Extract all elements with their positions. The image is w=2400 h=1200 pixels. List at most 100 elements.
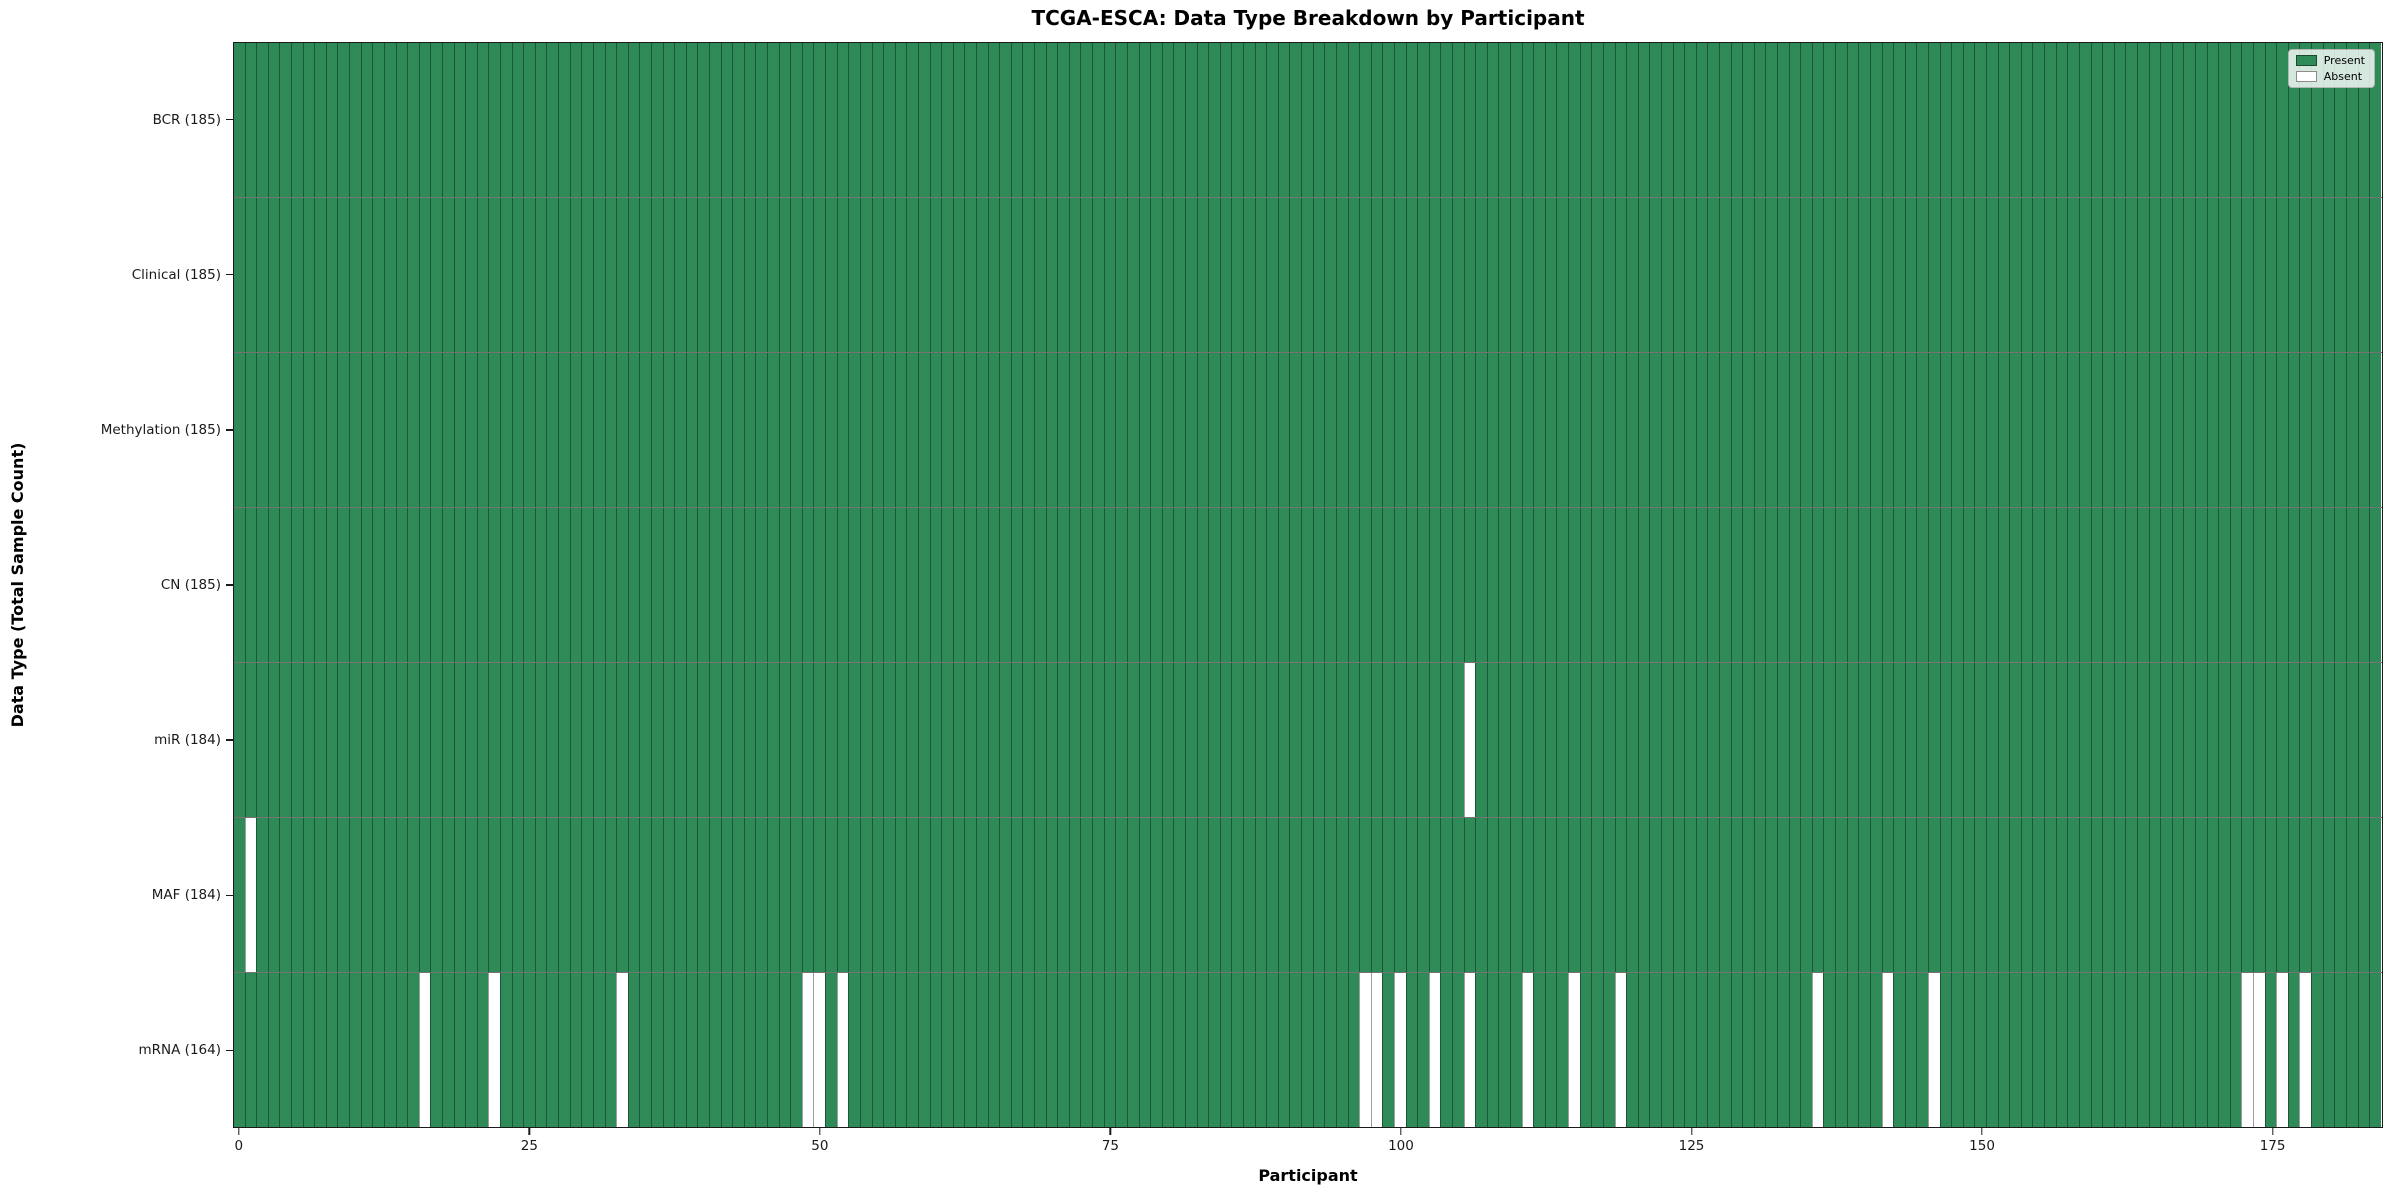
heatmap-cell xyxy=(267,198,280,352)
heatmap-cell xyxy=(523,198,535,352)
heatmap-cell xyxy=(1835,973,1847,1127)
heatmap-cell xyxy=(476,508,489,662)
heatmap-cell xyxy=(465,508,477,662)
heatmap-cell xyxy=(1974,353,1987,507)
heatmap-cell xyxy=(2206,973,2219,1127)
heatmap-cell xyxy=(1951,818,1963,972)
heatmap-cell xyxy=(430,973,442,1127)
heatmap-cell xyxy=(708,663,721,817)
heatmap-cell xyxy=(372,973,384,1127)
heatmap-cell xyxy=(2160,663,2172,817)
heatmap-cell xyxy=(2055,663,2068,817)
heatmap-cell xyxy=(1451,973,1464,1127)
heatmap-cell xyxy=(1556,43,1569,197)
heatmap-cell xyxy=(1382,353,1394,507)
heatmap-cell xyxy=(685,198,698,352)
heatmap-cell xyxy=(430,353,442,507)
heatmap-cell xyxy=(1417,353,1429,507)
heatmap-cell xyxy=(2322,43,2335,197)
heatmap-cell xyxy=(1730,353,1743,507)
y-tick-mark xyxy=(226,739,233,741)
heatmap-cell xyxy=(1173,973,1185,1127)
heatmap-cell xyxy=(1080,353,1093,507)
heatmap-cell xyxy=(708,43,721,197)
heatmap-cell xyxy=(999,198,1011,352)
heatmap-cell xyxy=(1022,818,1035,972)
heatmap-cell xyxy=(1672,973,1685,1127)
heatmap-cell xyxy=(1068,43,1081,197)
heatmap-cell xyxy=(662,43,675,197)
heatmap-cell xyxy=(1707,508,1719,662)
heatmap-cell xyxy=(2334,508,2346,662)
heatmap-cell xyxy=(1707,663,1719,817)
heatmap-cell xyxy=(1498,508,1511,662)
heatmap-cell xyxy=(1034,353,1046,507)
heatmap-cell xyxy=(395,818,408,972)
heatmap-cell xyxy=(2183,973,2195,1127)
heatmap-cell xyxy=(360,353,373,507)
heatmap-cell xyxy=(1080,663,1093,817)
heatmap-cell xyxy=(1080,198,1093,352)
heatmap-cell xyxy=(1289,663,1302,817)
heatmap-cell xyxy=(2357,198,2370,352)
heatmap-cell xyxy=(859,663,872,817)
y-tick-label-CN: CN (185) xyxy=(160,577,221,593)
heatmap-cell xyxy=(2055,198,2068,352)
heatmap-cell xyxy=(1893,973,1905,1127)
heatmap-cell xyxy=(1080,973,1093,1127)
heatmap-cell xyxy=(1881,508,1894,662)
heatmap-cell xyxy=(1904,508,1917,662)
heatmap-cell xyxy=(1034,43,1046,197)
heatmap-cell xyxy=(360,818,373,972)
heatmap-cell xyxy=(964,353,976,507)
heatmap-cell xyxy=(2345,973,2358,1127)
heatmap-cell xyxy=(917,353,930,507)
heatmap-cell xyxy=(558,353,570,507)
heatmap-cell xyxy=(314,508,326,662)
heatmap-cell xyxy=(1893,353,1905,507)
heatmap-cell xyxy=(1591,43,1603,197)
heatmap-cell xyxy=(2287,198,2300,352)
heatmap-cell xyxy=(476,353,489,507)
heatmap-cell xyxy=(1974,43,1987,197)
heatmap-cell xyxy=(291,198,303,352)
heatmap-cell xyxy=(2357,663,2370,817)
heatmap-cell xyxy=(1765,198,1778,352)
heatmap-cell xyxy=(1463,818,1476,972)
heatmap-cell xyxy=(1359,198,1371,352)
heatmap-cell xyxy=(755,43,768,197)
heatmap-cell xyxy=(604,663,617,817)
heatmap-cell xyxy=(894,353,907,507)
heatmap-cell xyxy=(1753,43,1766,197)
heatmap-cell xyxy=(1858,818,1870,972)
heatmap-cell xyxy=(1533,43,1545,197)
heatmap-cell xyxy=(674,663,686,817)
heatmap-cell xyxy=(1045,43,1058,197)
heatmap-cell xyxy=(256,973,268,1127)
heatmap-cell xyxy=(360,663,373,817)
heatmap-cell xyxy=(1498,198,1511,352)
heatmap-cell xyxy=(349,818,361,972)
heatmap-cell xyxy=(1243,508,1255,662)
heatmap-cell xyxy=(1765,818,1778,972)
heatmap-cell xyxy=(1695,818,1708,972)
heatmap-cell xyxy=(1301,818,1313,972)
heatmap-cell xyxy=(1649,663,1661,817)
heatmap-cell xyxy=(1602,663,1615,817)
heatmap-cell xyxy=(1266,508,1278,662)
heatmap-cell xyxy=(325,198,338,352)
heatmap-cell xyxy=(1173,508,1185,662)
heatmap-cell xyxy=(500,508,512,662)
heatmap-cell xyxy=(1324,198,1336,352)
heatmap-cell xyxy=(1579,508,1592,662)
x-tick-mark xyxy=(2271,1128,2274,1135)
heatmap-cell xyxy=(1962,663,1975,817)
y-tick-label-miR: miR (184) xyxy=(154,732,221,749)
heatmap-cell xyxy=(2090,198,2103,352)
heatmap-cell xyxy=(325,508,338,662)
heatmap-cell xyxy=(1138,818,1151,972)
heatmap-cell xyxy=(1475,43,1487,197)
heatmap-row-Methylation xyxy=(234,353,2382,508)
heatmap-cell xyxy=(1672,818,1685,972)
heatmap-cell xyxy=(1626,663,1638,817)
